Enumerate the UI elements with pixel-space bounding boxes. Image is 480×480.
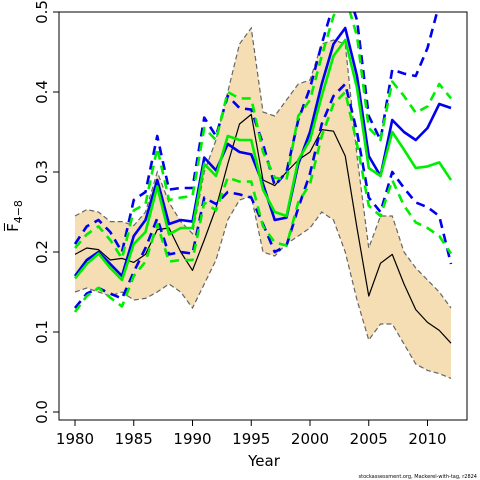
y-axis: 0.0 0.1 0.2 0.3 0.4 0.5 bbox=[33, 0, 60, 424]
y-tick-label: 0.4 bbox=[33, 80, 51, 104]
y-tick-label: 0.5 bbox=[33, 0, 51, 24]
x-tick-label: 1995 bbox=[232, 430, 270, 448]
band-lower-edge bbox=[74, 195, 452, 379]
y-tick-label: 0.3 bbox=[33, 160, 51, 184]
x-axis-title: Year bbox=[247, 452, 281, 470]
credit-text: stockassessment.org, Mackerel-with-tag, … bbox=[359, 474, 478, 480]
y-tick-label: 0.2 bbox=[33, 240, 51, 264]
y-axis-title: F̅4−8 bbox=[3, 200, 25, 232]
y-axis-title-subscript: 4−8 bbox=[12, 200, 25, 223]
x-tick-label: 2005 bbox=[350, 430, 388, 448]
series-line-green-upper bbox=[74, 12, 453, 260]
plot-area bbox=[73, 12, 453, 379]
x-tick-label: 1990 bbox=[173, 430, 211, 448]
series-line-black-estimate bbox=[74, 113, 452, 344]
series-line-green-estimate bbox=[73, 38, 453, 282]
x-tick-label: 1985 bbox=[115, 430, 153, 448]
x-tick-label: 2010 bbox=[408, 430, 446, 448]
series-line-green-lower bbox=[73, 90, 453, 313]
svg-text:F̅4−8: F̅4−8 bbox=[3, 200, 25, 232]
y-tick-label: 0.0 bbox=[33, 400, 51, 424]
x-axis: 1980 1985 1990 1995 2000 2005 2010 bbox=[56, 419, 447, 448]
x-tick-label: 1980 bbox=[56, 430, 94, 448]
plot-content bbox=[73, 12, 453, 379]
y-axis-title-main: F̅ bbox=[3, 222, 22, 232]
confidence-band bbox=[75, 28, 451, 379]
band-upper-edge bbox=[74, 26, 452, 309]
x-tick-label: 2000 bbox=[291, 430, 329, 448]
series-line-blue-upper bbox=[73, 12, 439, 254]
y-tick-label: 0.1 bbox=[33, 320, 51, 344]
